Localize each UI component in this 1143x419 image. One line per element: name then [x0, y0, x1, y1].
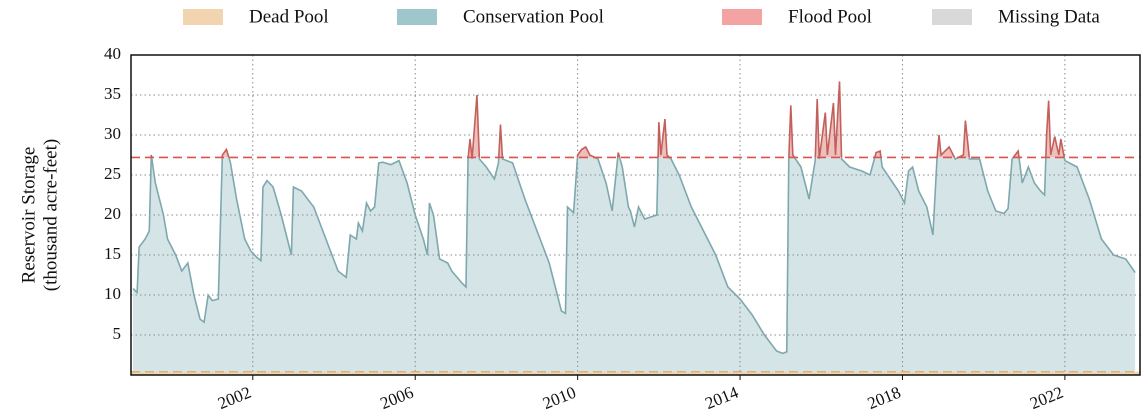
x-tick-label: 2018	[865, 383, 904, 413]
y-axis-label-line: Reservoir Storage	[18, 147, 39, 284]
y-tick-label: 15	[104, 244, 121, 263]
x-tick-label: 2014	[702, 383, 741, 414]
y-tick-label: 10	[104, 284, 121, 303]
y-axis-label-line: (thousand acre-feet)	[40, 139, 61, 291]
y-tick-label: 20	[104, 204, 121, 223]
y-tick-label: 30	[104, 124, 121, 143]
y-tick-label: 35	[104, 84, 121, 103]
legend-swatch	[932, 9, 972, 25]
legend-swatch	[722, 9, 762, 25]
legend-swatch	[397, 9, 437, 25]
plot-frame	[130, 54, 1141, 376]
y-tick-label: 5	[113, 324, 122, 343]
y-tick-label: 25	[104, 164, 121, 183]
legend-label: Conservation Pool	[463, 6, 604, 27]
flood-storage-line	[150, 81, 1066, 158]
x-tick-label: 2006	[378, 383, 417, 413]
y-axis-label: Reservoir Storage (thousand acre-feet)	[18, 139, 61, 291]
conservation-area	[133, 157, 1136, 375]
legend-swatch	[183, 9, 223, 25]
x-tick-label: 2010	[540, 383, 579, 413]
legend-label: Dead Pool	[249, 6, 329, 27]
dead-pool-band	[131, 371, 1140, 375]
legend-label: Flood Pool	[788, 6, 872, 27]
x-tick-label: 2022	[1027, 383, 1066, 413]
storage-line	[132, 157, 1136, 355]
x-tick-label: 2002	[215, 383, 254, 413]
legend-label: Missing Data	[998, 6, 1100, 27]
y-tick-label: 40	[104, 44, 121, 63]
